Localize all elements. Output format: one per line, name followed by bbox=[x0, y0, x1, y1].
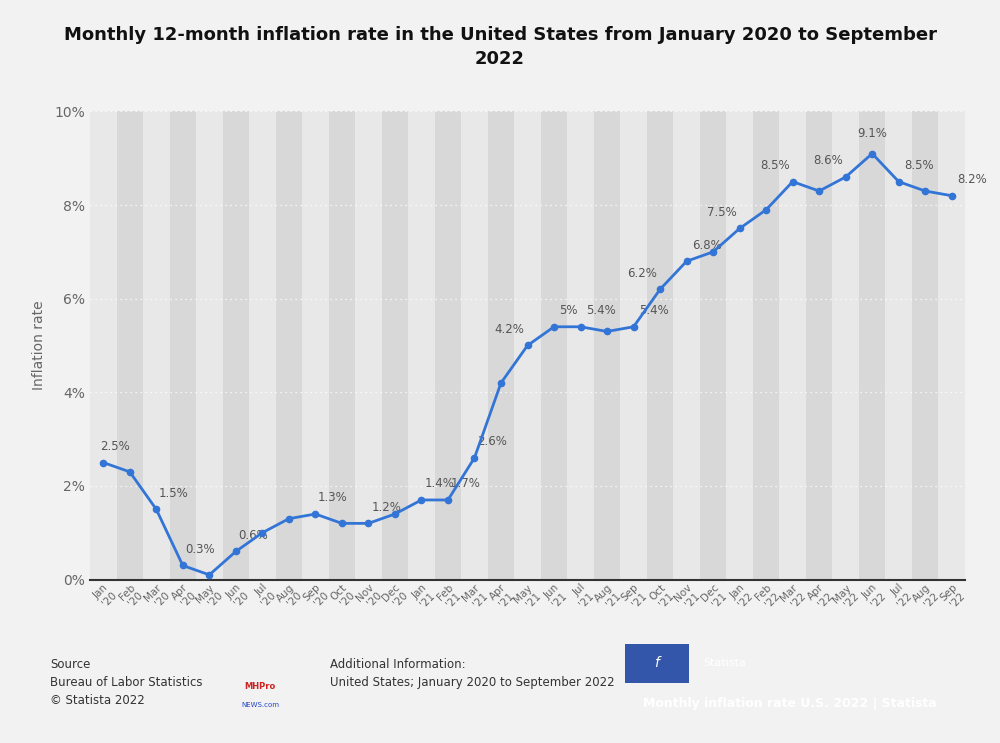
Bar bbox=[594, 111, 620, 580]
Bar bbox=[779, 111, 806, 580]
Bar bbox=[541, 111, 567, 580]
Bar bbox=[90, 111, 117, 580]
Text: 2.5%: 2.5% bbox=[100, 440, 130, 452]
Text: Additional Information:
United States; January 2020 to September 2022: Additional Information: United States; J… bbox=[330, 658, 615, 689]
Bar bbox=[885, 111, 912, 580]
Text: 1.5%: 1.5% bbox=[159, 487, 189, 499]
Bar bbox=[170, 111, 196, 580]
Text: 8.5%: 8.5% bbox=[904, 159, 934, 172]
Bar bbox=[625, 644, 689, 683]
Bar bbox=[382, 111, 408, 580]
Text: f: f bbox=[655, 656, 659, 670]
Text: 1.4%: 1.4% bbox=[424, 477, 454, 490]
Bar bbox=[620, 111, 647, 580]
Text: 0.3%: 0.3% bbox=[186, 543, 215, 556]
Bar bbox=[673, 111, 700, 580]
Bar bbox=[196, 111, 223, 580]
Bar bbox=[938, 111, 965, 580]
Text: NEWS.com: NEWS.com bbox=[241, 702, 279, 709]
Bar bbox=[514, 111, 541, 580]
Text: 0.6%: 0.6% bbox=[239, 529, 268, 542]
Bar bbox=[753, 111, 779, 580]
Bar bbox=[832, 111, 859, 580]
Text: Statista: Statista bbox=[703, 658, 746, 669]
Bar bbox=[726, 111, 753, 580]
Bar bbox=[435, 111, 461, 580]
Text: Monthly inflation rate U.S. 2022 | Statista: Monthly inflation rate U.S. 2022 | Stati… bbox=[643, 698, 936, 710]
Bar bbox=[329, 111, 355, 580]
Text: 5.4%: 5.4% bbox=[639, 304, 669, 317]
Text: 8.6%: 8.6% bbox=[813, 155, 843, 167]
Text: 5.4%: 5.4% bbox=[586, 304, 616, 317]
Text: 1.7%: 1.7% bbox=[451, 477, 481, 490]
Bar bbox=[223, 111, 249, 580]
Text: Source
Bureau of Labor Statistics
© Statista 2022: Source Bureau of Labor Statistics © Stat… bbox=[50, 658, 202, 707]
Bar bbox=[859, 111, 885, 580]
Text: 2.6%: 2.6% bbox=[477, 435, 507, 448]
Text: 6.2%: 6.2% bbox=[627, 267, 657, 279]
Bar bbox=[302, 111, 329, 580]
Bar bbox=[276, 111, 302, 580]
Text: 8.2%: 8.2% bbox=[957, 173, 987, 186]
Bar bbox=[647, 111, 673, 580]
Bar bbox=[806, 111, 832, 580]
Text: 6.8%: 6.8% bbox=[692, 239, 722, 252]
Bar bbox=[912, 111, 938, 580]
Text: 1.2%: 1.2% bbox=[371, 501, 401, 513]
Y-axis label: Inflation rate: Inflation rate bbox=[32, 301, 46, 390]
Bar bbox=[408, 111, 435, 580]
Bar bbox=[700, 111, 726, 580]
Bar bbox=[117, 111, 143, 580]
Bar bbox=[488, 111, 514, 580]
Text: MHPro: MHPro bbox=[244, 682, 276, 691]
Bar bbox=[461, 111, 488, 580]
Text: 9.1%: 9.1% bbox=[857, 127, 887, 140]
Text: 7.5%: 7.5% bbox=[707, 206, 737, 218]
Text: 5%: 5% bbox=[560, 304, 578, 317]
Bar bbox=[143, 111, 170, 580]
Bar bbox=[355, 111, 382, 580]
Bar bbox=[567, 111, 594, 580]
Bar bbox=[249, 111, 276, 580]
Text: 8.5%: 8.5% bbox=[760, 159, 790, 172]
Text: 1.3%: 1.3% bbox=[318, 491, 348, 504]
Text: 4.2%: 4.2% bbox=[495, 322, 525, 336]
Text: Monthly 12-month inflation rate in the United States from January 2020 to Septem: Monthly 12-month inflation rate in the U… bbox=[64, 26, 936, 68]
